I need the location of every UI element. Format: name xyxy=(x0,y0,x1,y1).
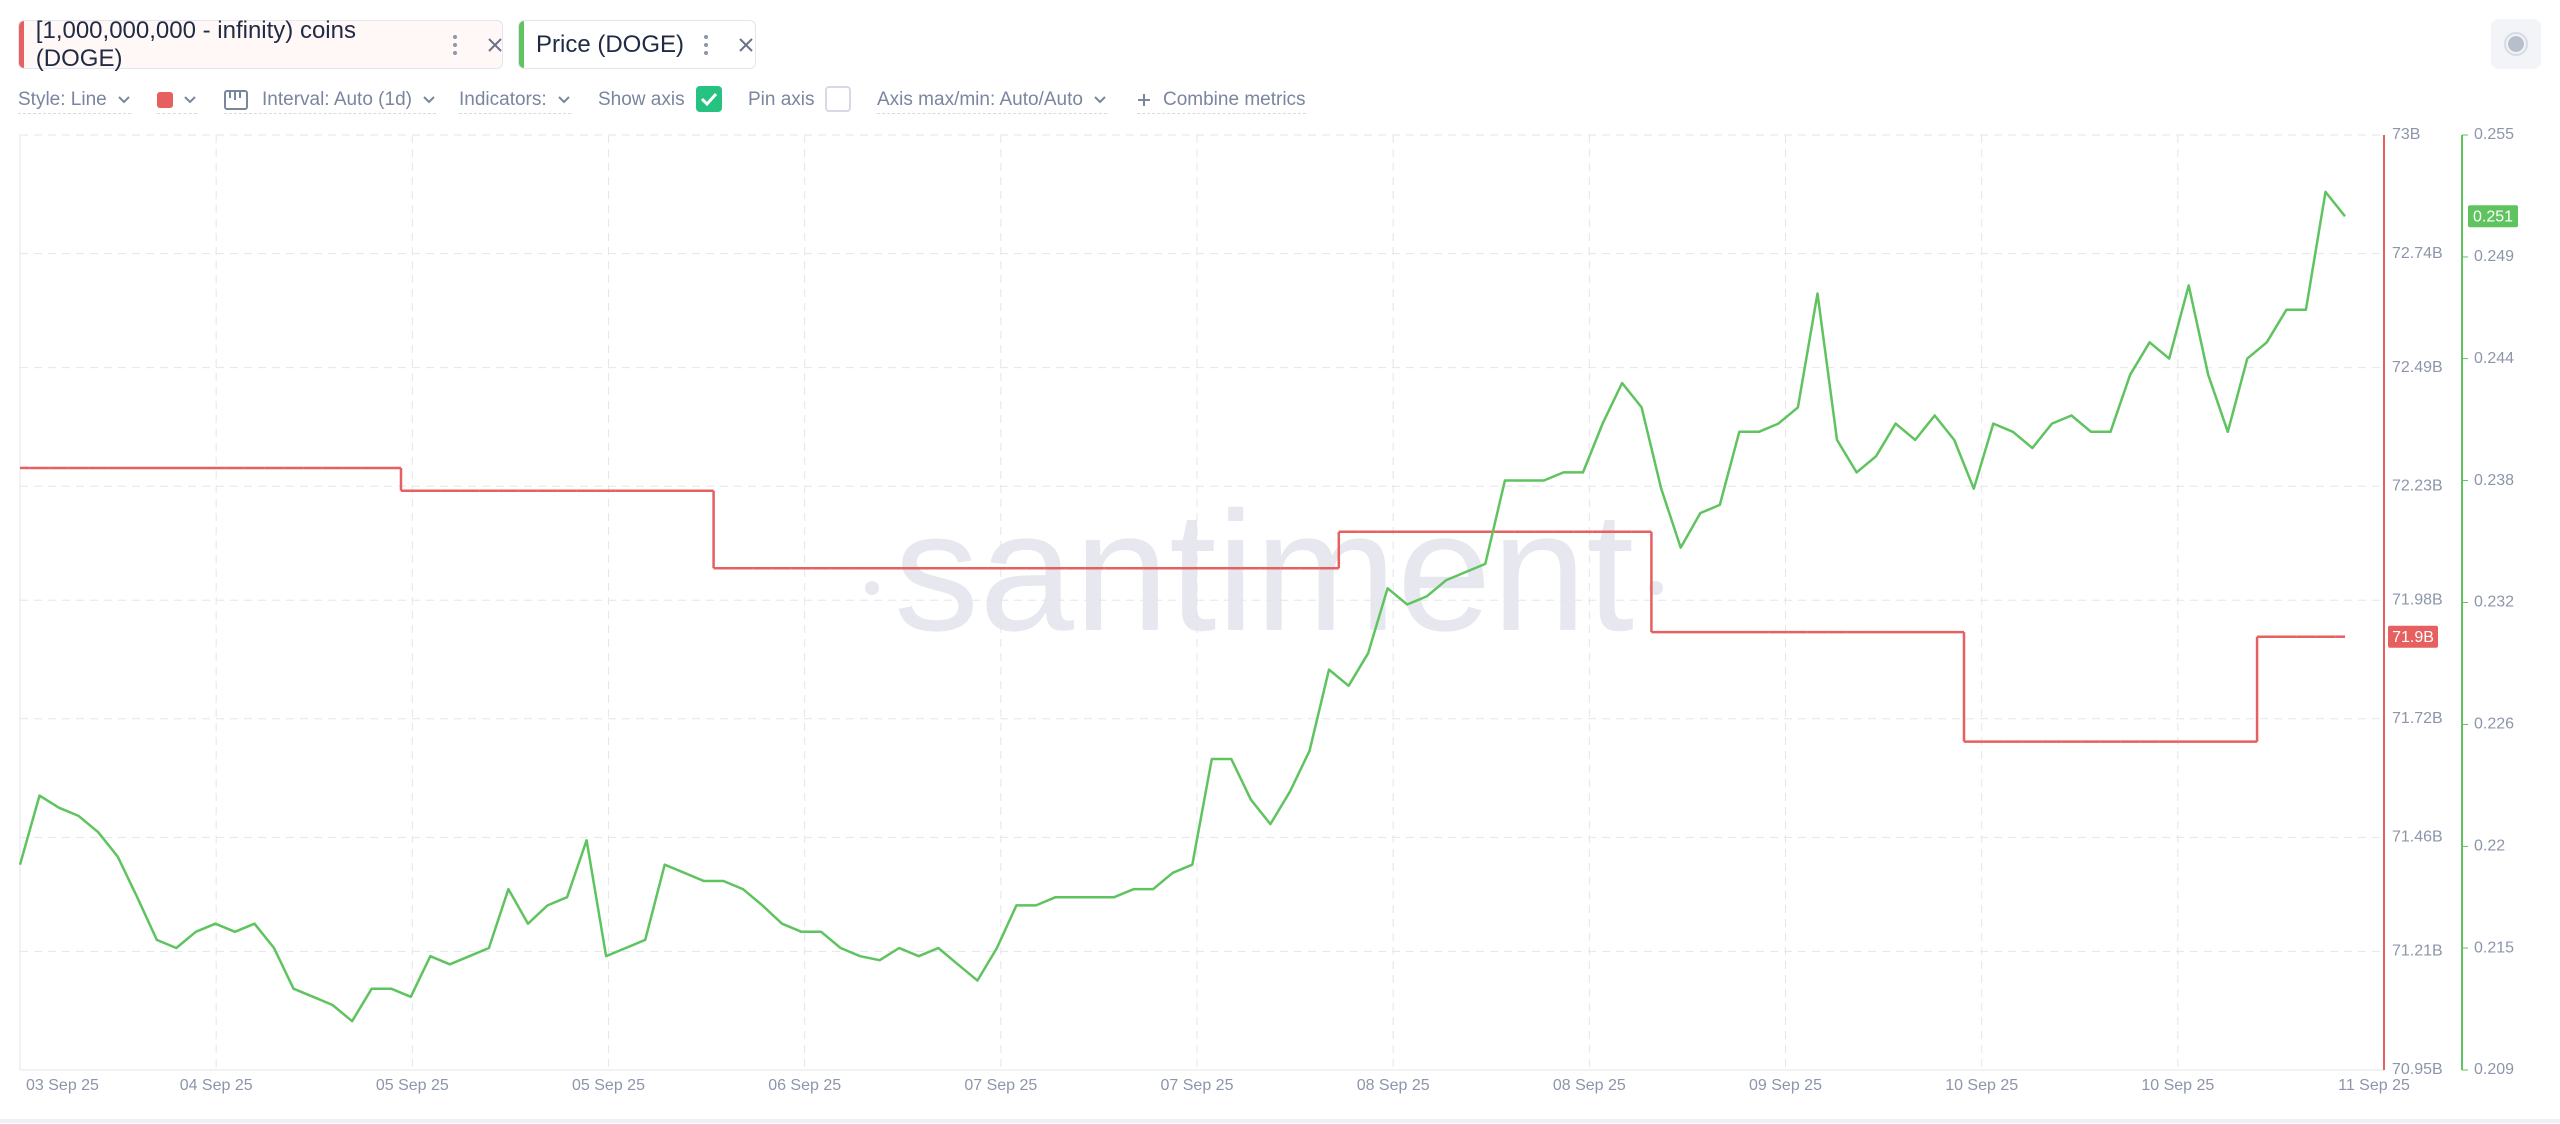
x-tick-label: 10 Sep 25 xyxy=(1945,1077,2018,1094)
x-tick-label: 10 Sep 25 xyxy=(2141,1077,2214,1094)
metric-chip[interactable]: Price (DOGE) xyxy=(518,20,756,69)
y-tick-label: 71.46B xyxy=(2392,829,2443,846)
y2-tick-label: 0.238 xyxy=(2474,472,2514,489)
close-icon[interactable] xyxy=(487,37,502,53)
watermark: santiment xyxy=(894,477,1634,667)
settings-button[interactable] xyxy=(2491,19,2541,69)
y2-tick-label: 0.226 xyxy=(2474,716,2514,733)
chip-label: [1,000,000,000 - infinity) coins (DOGE) xyxy=(35,16,356,72)
plus-icon xyxy=(1138,93,1150,106)
last-value-label: 0.251 xyxy=(2473,209,2513,226)
chevron xyxy=(423,95,435,103)
watermark-dot xyxy=(865,581,879,595)
y-tick-label: 71.21B xyxy=(2392,943,2443,960)
color-swatch xyxy=(157,91,173,108)
x-tick-label: 11 Sep 25 xyxy=(2338,1077,2410,1094)
x-tick-label: 03 Sep 25 xyxy=(26,1077,99,1094)
pin-axis-checkbox[interactable] xyxy=(825,86,851,112)
chip-color xyxy=(519,21,524,68)
y-tick-label: 72.23B xyxy=(2392,477,2443,494)
chevron xyxy=(1094,95,1106,103)
ruler-icon xyxy=(224,89,248,110)
axis-range-select[interactable]: Axis max/min: Auto/Auto xyxy=(877,86,1107,114)
last-value-badge xyxy=(2388,625,2438,648)
indicators-select[interactable]: Indicators: xyxy=(459,86,571,114)
x-tick-label: 08 Sep 25 xyxy=(1553,1077,1626,1094)
y-tick-label: 73B xyxy=(2392,126,2420,143)
metric-chip[interactable]: [1,000,000,000 - infinity) coins (DOGE) xyxy=(18,17,503,72)
y-tick-label: 72.49B xyxy=(2392,359,2443,376)
chip-label: Price (DOGE) xyxy=(536,30,685,58)
y2-tick-label: 0.244 xyxy=(2474,350,2514,367)
x-tick-label: 07 Sep 25 xyxy=(964,1077,1037,1094)
y2-tick-label: 0.232 xyxy=(2474,594,2514,611)
close-icon[interactable] xyxy=(738,37,754,53)
x-tick-label: 05 Sep 25 xyxy=(572,1077,645,1094)
interval-select[interactable]: Interval: Auto (1d) xyxy=(224,86,436,114)
y-tick-label: 71.98B xyxy=(2392,591,2443,608)
axis-range-label: Axis max/min: Auto/Auto xyxy=(877,88,1083,110)
show-axis-label[interactable]: Show axis xyxy=(598,89,685,110)
pin-axis-label[interactable]: Pin axis xyxy=(748,89,815,110)
show-axis-checkbox[interactable] xyxy=(696,86,722,112)
y2-tick-label: 0.249 xyxy=(2474,248,2514,265)
combine-button[interactable]: Combine metrics xyxy=(1137,86,1306,114)
price-line xyxy=(18,190,2346,1023)
x-tick-label: 05 Sep 25 xyxy=(376,1077,449,1094)
y-tick-label: 71.72B xyxy=(2392,710,2443,727)
style-label: Style: Line xyxy=(18,88,107,110)
chevron xyxy=(118,95,130,103)
menu-icon[interactable] xyxy=(451,33,459,57)
indicators-label: Indicators: xyxy=(459,88,547,110)
menu-icon[interactable] xyxy=(702,33,710,57)
y-tick-label: 72.74B xyxy=(2392,245,2443,262)
x-tick-label: 07 Sep 25 xyxy=(1161,1077,1234,1094)
interval-label: Interval: Auto (1d) xyxy=(262,88,412,110)
y2-tick-label: 0.22 xyxy=(2474,838,2505,855)
chevron xyxy=(557,95,570,103)
last-value-badge xyxy=(2468,205,2518,228)
style-select[interactable]: Style: Line xyxy=(18,86,131,114)
x-tick-label: 06 Sep 25 xyxy=(768,1077,841,1094)
check-mark xyxy=(700,92,718,107)
x-tick-label: 08 Sep 25 xyxy=(1357,1077,1430,1094)
chip-color xyxy=(19,21,24,68)
x-tick-label: 09 Sep 25 xyxy=(1749,1077,1822,1094)
color-select[interactable] xyxy=(157,86,197,114)
combine-label: Combine metrics xyxy=(1163,88,1306,110)
y2-tick-label: 0.255 xyxy=(2474,126,2514,143)
y2-tick-label: 0.209 xyxy=(2474,1061,2514,1078)
x-tick-label: 04 Sep 25 xyxy=(180,1077,253,1094)
last-value-label: 71.9B xyxy=(2392,629,2434,646)
y-tick-label: 70.95B xyxy=(2392,1061,2443,1078)
chevron xyxy=(184,95,196,103)
y2-tick-label: 0.215 xyxy=(2474,939,2514,956)
